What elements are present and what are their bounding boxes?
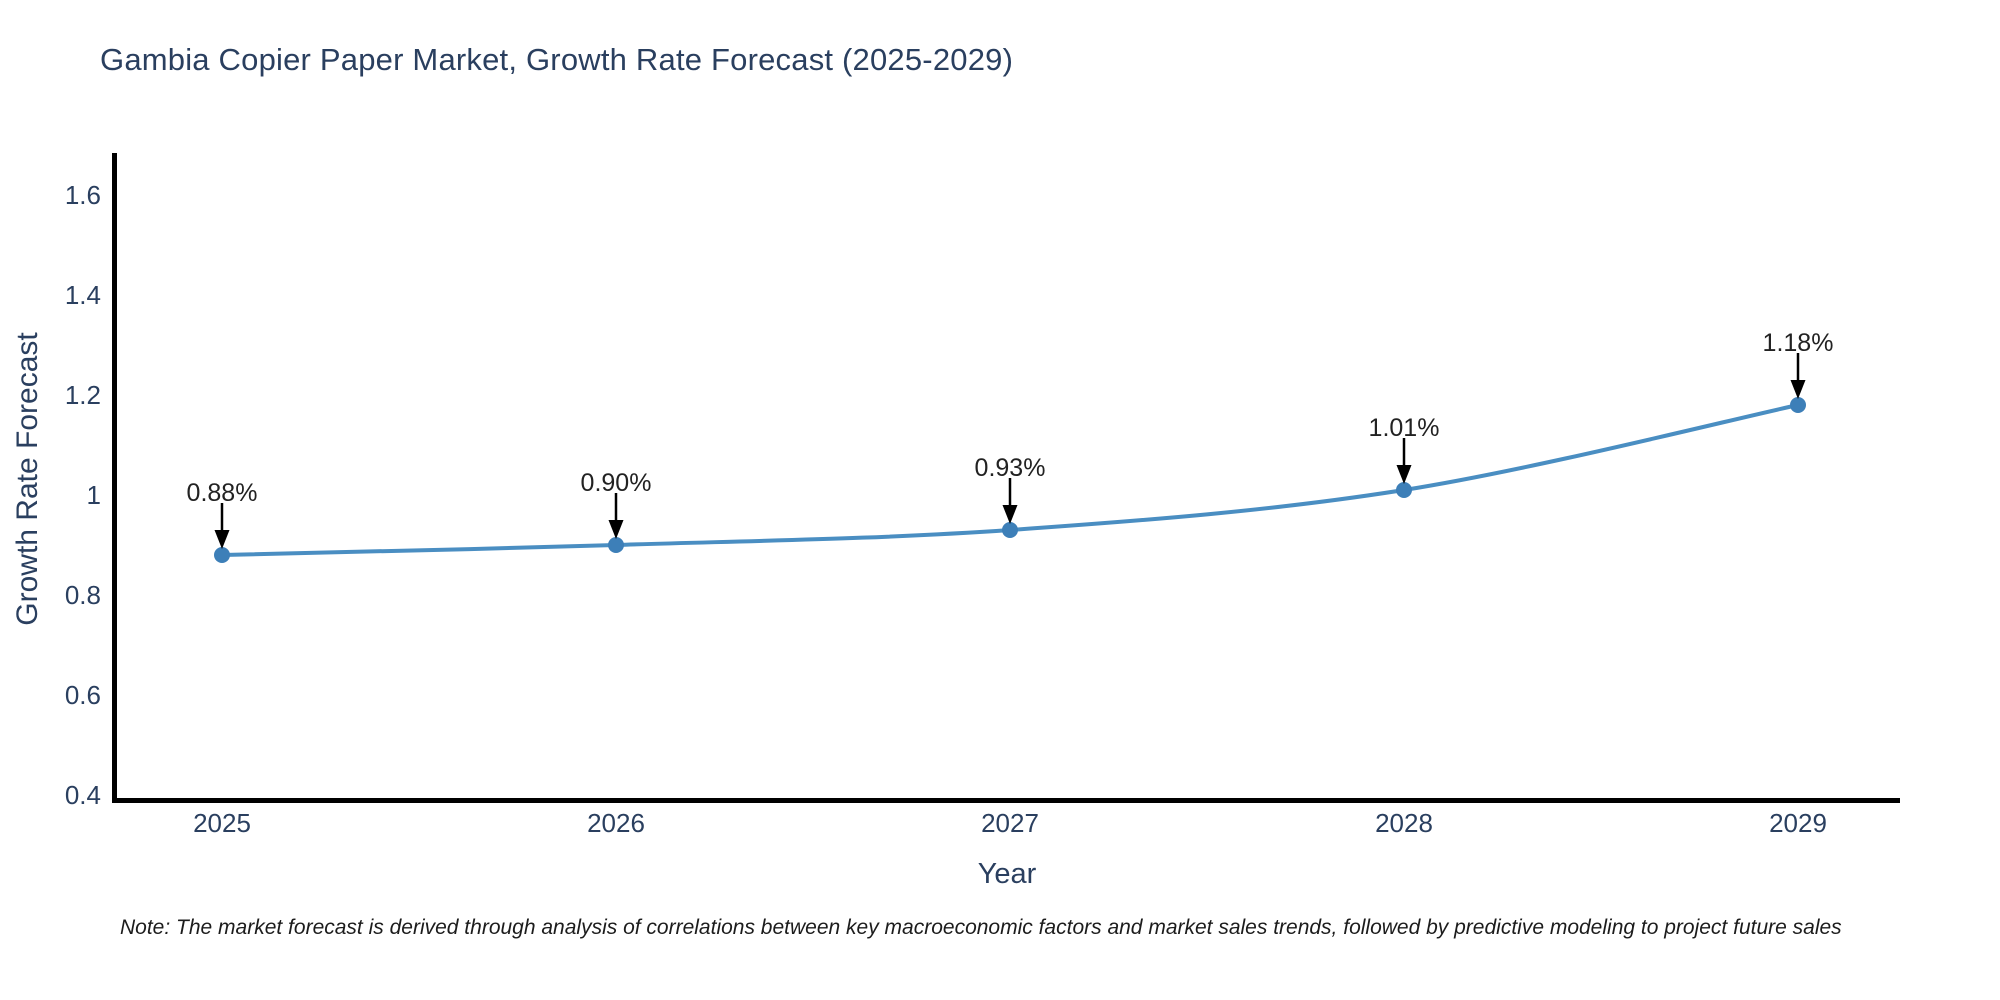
chart-title: Gambia Copier Paper Market, Growth Rate …	[100, 42, 1014, 77]
annotation-arrow-head	[1790, 380, 1806, 399]
y-axis-spine	[112, 153, 117, 803]
y-tick-label: 1.4	[65, 280, 101, 310]
annotation-label: 0.88%	[187, 479, 258, 507]
annotation-arrow-head	[1396, 465, 1412, 484]
data-point-marker	[214, 547, 230, 563]
annotations-group: 0.88% 0.90% 0.93% 1.01% 1.18%	[187, 329, 1834, 549]
y-tick-label: 0.4	[65, 780, 101, 810]
y-tick-label: 1.2	[65, 380, 101, 410]
x-tick-label: 2026	[587, 808, 645, 838]
annotation-label: 0.93%	[975, 454, 1046, 482]
data-point-marker	[1002, 522, 1018, 538]
y-tick-label: 1	[87, 480, 101, 510]
x-tick-label: 2025	[193, 808, 251, 838]
x-tick-label: 2028	[1375, 808, 1433, 838]
y-tick-label: 1.6	[65, 180, 101, 210]
y-tick-label: 0.6	[65, 680, 101, 710]
x-tick-labels: 2025 2026 2027 2028 2029	[193, 808, 1827, 838]
y-tick-label: 0.8	[65, 580, 101, 610]
annotation-label: 1.01%	[1369, 414, 1440, 442]
annotation-label: 0.90%	[581, 469, 652, 497]
annotation-arrow-head	[608, 520, 624, 539]
y-tick-labels: 0.4 0.6 0.8 1 1.2 1.4 1.6	[65, 180, 101, 810]
data-point-marker	[608, 537, 624, 553]
x-axis-spine	[112, 798, 1900, 803]
annotation-label: 1.18%	[1763, 329, 1834, 357]
annotation-arrow-head	[1002, 505, 1018, 524]
annotation-arrow-head	[214, 530, 230, 549]
series-group	[214, 397, 1806, 563]
data-point-marker	[1790, 397, 1806, 413]
x-tick-label: 2027	[981, 808, 1039, 838]
x-axis-title: Year	[977, 858, 1037, 890]
x-tick-label: 2029	[1769, 808, 1827, 838]
data-point-marker	[1396, 482, 1412, 498]
footnote: Note: The market forecast is derived thr…	[120, 916, 1842, 939]
